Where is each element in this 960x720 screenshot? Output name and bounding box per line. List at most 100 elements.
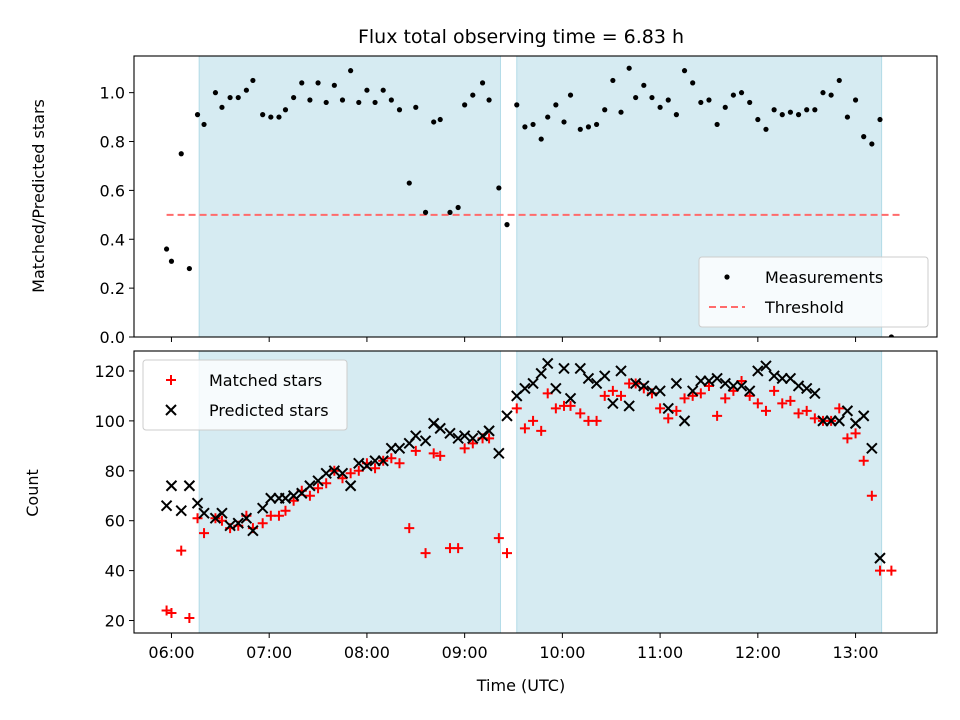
y-tick-label: 20 [105, 612, 125, 631]
measurement-point [715, 122, 720, 127]
y-tick-label: 0.4 [100, 230, 125, 249]
measurement-point [397, 107, 402, 112]
measurement-point [348, 68, 353, 73]
measurement-point [456, 205, 461, 210]
y-tick-label: 1.0 [100, 84, 125, 103]
measurement-point [796, 112, 801, 117]
measurement-point [413, 105, 418, 110]
y-tick-label: 100 [94, 412, 125, 431]
measurement-point [845, 114, 850, 119]
measurement-point [539, 136, 544, 141]
measurement-point [260, 112, 265, 117]
measurement-point [633, 95, 638, 100]
matched-stars-point [184, 613, 194, 623]
measurement-point [470, 92, 475, 97]
measurement-point [530, 122, 535, 127]
measurement-point [164, 246, 169, 251]
measurement-point [682, 68, 687, 73]
x-axis-label: Time (UTC) [476, 676, 565, 695]
measurement-point [666, 97, 671, 102]
x-tick-label: 13:00 [833, 643, 879, 662]
predicted-stars-point [184, 481, 194, 491]
measurement-point [423, 210, 428, 215]
measurement-point [407, 180, 412, 185]
measurement-point [747, 100, 752, 105]
measurement-point [869, 141, 874, 146]
y-tick-label: 0.6 [100, 181, 125, 200]
measurement-point [332, 83, 337, 88]
measurement-point [755, 117, 760, 122]
measurement-point [731, 92, 736, 97]
measurement-point [641, 83, 646, 88]
measurement-point [381, 88, 386, 93]
predicted-stars-point [176, 506, 186, 516]
measurement-point [364, 88, 369, 93]
measurement-point [568, 92, 573, 97]
measurement-point [594, 122, 599, 127]
measurement-point [706, 97, 711, 102]
x-tick-label: 09:00 [442, 643, 488, 662]
measurement-point [788, 110, 793, 115]
predicted-stars-point [162, 501, 172, 511]
x-tick-label: 06:00 [148, 643, 194, 662]
measurement-point [356, 100, 361, 105]
measurement-point [250, 78, 255, 83]
measurement-point [837, 78, 842, 83]
measurement-point [602, 107, 607, 112]
x-tick-label: 12:00 [735, 643, 781, 662]
measurement-point [627, 66, 632, 71]
measurement-point [213, 90, 218, 95]
measurement-point [690, 80, 695, 85]
measurement-point [195, 112, 200, 117]
x-tick-label: 07:00 [246, 643, 292, 662]
measurement-point [169, 259, 174, 264]
measurement-point [201, 122, 206, 127]
observing-interval [199, 56, 500, 337]
measurement-point [698, 100, 703, 105]
matched-stars-point [502, 548, 512, 558]
measurement-point [853, 97, 858, 102]
measurement-point [522, 124, 527, 129]
measurement-point [496, 185, 501, 190]
measurement-point [504, 222, 509, 227]
matched-stars-point [176, 546, 186, 556]
measurement-point [739, 90, 744, 95]
y-tick-label: 120 [94, 362, 125, 381]
legend-label: Measurements [765, 268, 883, 287]
matched-stars-point [886, 566, 896, 576]
measurement-point [307, 97, 312, 102]
measurement-point [618, 110, 623, 115]
x-tick-label: 10:00 [539, 643, 585, 662]
measurement-point [283, 107, 288, 112]
y-tick-label: 60 [105, 512, 125, 531]
y-tick-label: 40 [105, 562, 125, 581]
measurement-point [553, 102, 558, 107]
measurement-point [658, 105, 663, 110]
measurement-point [820, 90, 825, 95]
bottom-panel: 2040608010012006:00 07:00 08:00 09:00 10:00 1… [94, 351, 937, 662]
measurement-point [586, 124, 591, 129]
y-tick-label: 80 [105, 462, 125, 481]
measurement-point [763, 127, 768, 132]
chart-title: Flux total observing time = 6.83 h [358, 26, 684, 48]
measurement-point [480, 80, 485, 85]
measurement-point [227, 95, 232, 100]
measurement-point [244, 88, 249, 93]
measurement-point [514, 102, 519, 107]
measurement-point [268, 114, 273, 119]
measurement-point [486, 97, 491, 102]
measurement-point [372, 100, 377, 105]
legend-label: Threshold [764, 298, 844, 317]
legend-label: Predicted stars [209, 401, 329, 420]
matched-stars-point [162, 606, 172, 616]
predicted-stars-point [502, 411, 512, 421]
legend-measurements-marker [724, 274, 729, 279]
measurement-point [179, 151, 184, 156]
measurement-point [299, 80, 304, 85]
measurement-point [812, 107, 817, 112]
top-panel: 0.0 0.2 0.4 0.6 0.8 1.0 Measurements Threshold [100, 56, 937, 347]
y-tick-label: 0.2 [100, 279, 125, 298]
top-y-axis-label: Matched/Predicted stars [29, 99, 48, 293]
measurement-point [315, 80, 320, 85]
